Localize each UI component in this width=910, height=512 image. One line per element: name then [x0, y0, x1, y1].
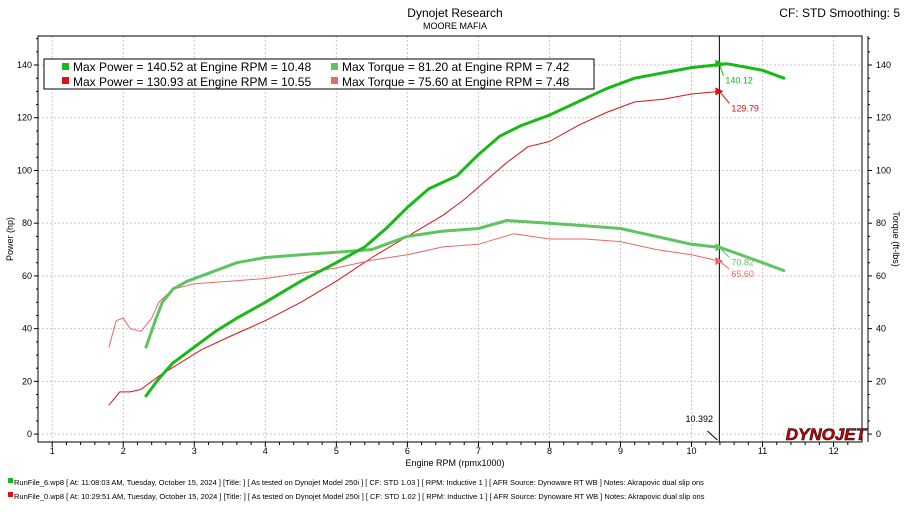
x-tick-label: 8: [547, 446, 552, 456]
legend-swatch-run1-power: [62, 63, 69, 70]
cursor-rpm-label: 10.392: [685, 414, 713, 424]
y-tick-label-left: 20: [22, 376, 32, 386]
cursor-marker-1: [715, 59, 724, 68]
y-tick-label-left: 40: [22, 324, 32, 334]
cursor-arrow: [707, 430, 718, 441]
footer-run1: RunFile_6.wp8 [ At: 11:08:03 AM, Tuesday…: [8, 478, 704, 487]
series-line-2: [108, 90, 721, 406]
series-line-1: [144, 62, 786, 398]
y-tick-label-left: 140: [17, 60, 32, 70]
series-line-3: [144, 219, 786, 349]
footer-run1-text: RunFile_6.wp8 [ At: 11:08:03 AM, Tuesday…: [14, 478, 704, 487]
data-label-4: 65.60: [731, 269, 754, 279]
y-tick-label-right: 0: [876, 429, 881, 439]
chart-grid: [38, 36, 862, 442]
data-label-2: 129.79: [731, 103, 759, 113]
y-tick-label-right: 120: [876, 113, 891, 123]
y-tick-label-left: 100: [17, 165, 32, 175]
x-tick-label: 1: [50, 446, 55, 456]
legend-swatch-run2-power: [62, 77, 69, 84]
legend-run2-power: Max Power = 130.93 at Engine RPM = 10.55: [73, 75, 311, 89]
x-tick-label: 5: [334, 446, 339, 456]
legend-swatch-run2-torque: [331, 77, 338, 84]
y-tick-label-left: 80: [22, 218, 32, 228]
legend-swatch-run1-torque: [331, 63, 338, 70]
data-label-3: 70.82: [731, 257, 754, 267]
y-tick-label-left: 120: [17, 113, 32, 123]
footer-run2-text: RunFile_0.wp8 [ At: 10:29:51 AM, Tuesday…: [14, 492, 705, 501]
data-label-leader-2: [718, 91, 730, 104]
y-tick-label-right: 60: [876, 271, 886, 281]
x-tick-label: 2: [121, 446, 126, 456]
data-label-leader-4: [719, 260, 730, 270]
x-tick-label: 10: [687, 446, 697, 456]
y-axis-label-left: Power (hp): [5, 217, 15, 261]
dynojet-logo: DYNOJET: [785, 425, 868, 445]
chart-series: [108, 62, 786, 406]
footer-run2-swatch: [8, 492, 13, 497]
y-tick-label-right: 80: [876, 218, 886, 228]
series-line-4: [108, 233, 721, 348]
x-tick-label: 4: [263, 446, 268, 456]
y-tick-label-left: 0: [27, 429, 32, 439]
chart-title: Dynojet Research: [407, 6, 502, 20]
logo-text: DYNOJET: [786, 425, 868, 444]
footer-run2: RunFile_0.wp8 [ At: 10:29:51 AM, Tuesday…: [8, 492, 704, 501]
y-tick-label-left: 60: [22, 271, 32, 281]
y-tick-label-right: 140: [876, 60, 891, 70]
y-axis-label-right: Torque (ft-lbs): [891, 211, 901, 267]
x-tick-label: 12: [829, 446, 839, 456]
data-label-1: 140.12: [725, 76, 753, 86]
x-tick-label: 11: [758, 446, 767, 456]
footer-run1-swatch: [8, 478, 13, 483]
data-label-leader-1: [718, 63, 724, 76]
plot-frame: [37, 35, 863, 443]
x-tick-label: 9: [618, 446, 623, 456]
x-axis-label: Engine RPM (rpmx1000): [405, 458, 504, 468]
data-label-leader-3: [719, 247, 730, 258]
legend-run1-power: Max Power = 140.52 at Engine RPM = 10.48: [73, 60, 311, 74]
legend-run1-torque: Max Torque = 81.20 at Engine RPM = 7.42: [342, 60, 570, 74]
legend-box: [43, 58, 595, 90]
y-tick-label-right: 40: [876, 324, 886, 334]
x-tick-label: 3: [192, 446, 197, 456]
x-tick-label: 7: [476, 446, 481, 456]
legend: Max Power = 140.52 at Engine RPM = 10.48…: [43, 58, 595, 90]
x-tick-label: 6: [405, 446, 410, 456]
correction-settings: CF: STD Smoothing: 5: [779, 6, 900, 20]
chart-subtitle: MOORE MAFIA: [423, 21, 487, 31]
legend-run2-torque: Max Torque = 75.60 at Engine RPM = 7.48: [342, 75, 570, 89]
y-tick-label-right: 20: [876, 376, 886, 386]
y-tick-label-right: 100: [876, 165, 891, 175]
